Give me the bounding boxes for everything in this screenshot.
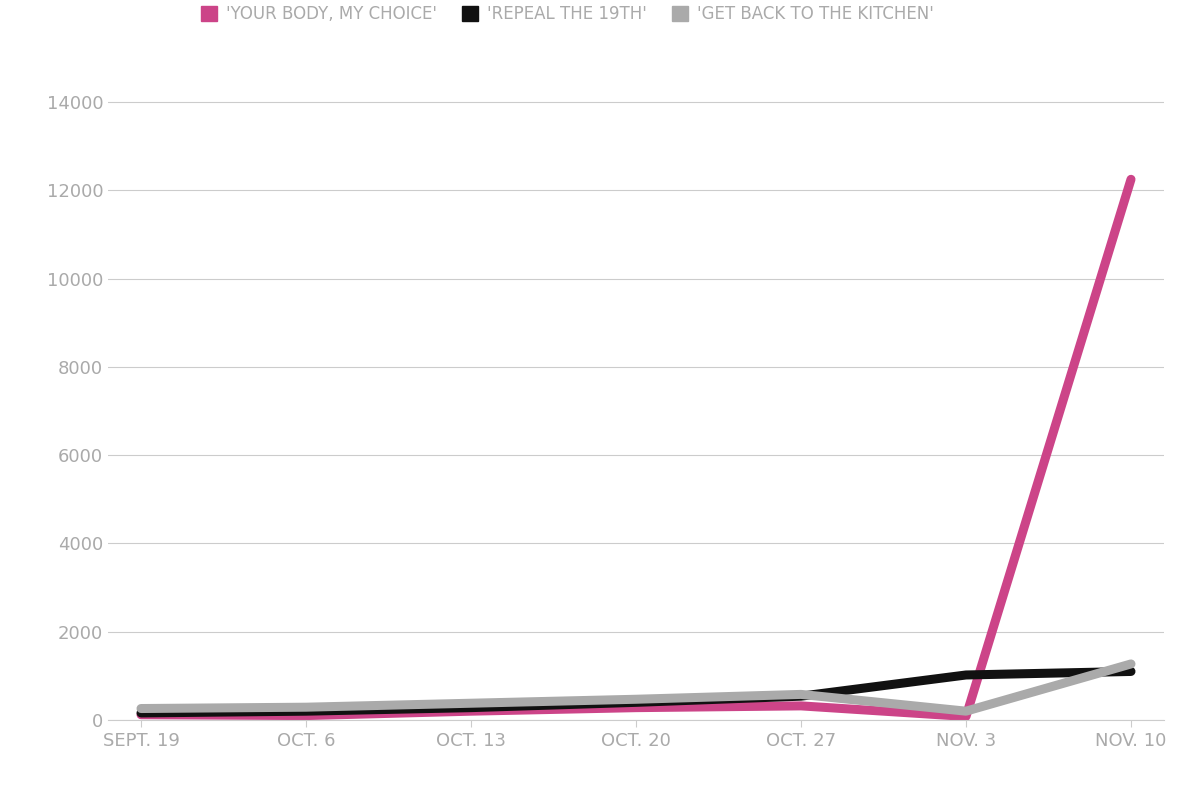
Legend: 'YOUR BODY, MY CHOICE', 'REPEAL THE 19TH', 'GET BACK TO THE KITCHEN': 'YOUR BODY, MY CHOICE', 'REPEAL THE 19TH… (200, 5, 934, 23)
